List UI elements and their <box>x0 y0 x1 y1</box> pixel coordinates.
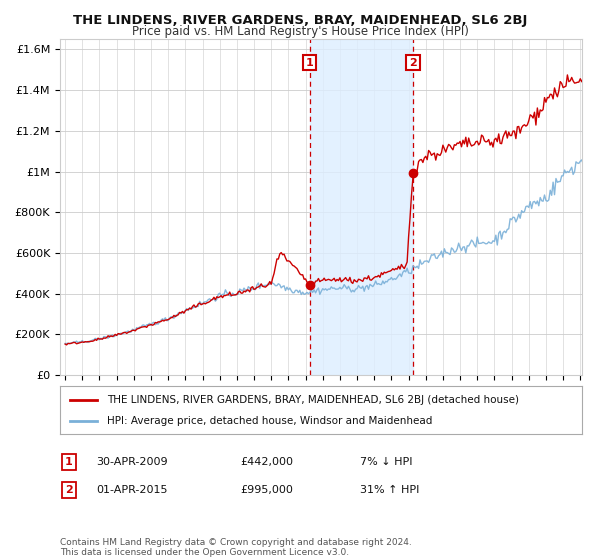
Text: Price paid vs. HM Land Registry's House Price Index (HPI): Price paid vs. HM Land Registry's House … <box>131 25 469 38</box>
Text: 31% ↑ HPI: 31% ↑ HPI <box>360 485 419 495</box>
Text: HPI: Average price, detached house, Windsor and Maidenhead: HPI: Average price, detached house, Wind… <box>107 416 433 426</box>
Text: 30-APR-2009: 30-APR-2009 <box>96 457 167 467</box>
Bar <box>310 39 413 375</box>
Text: 7% ↓ HPI: 7% ↓ HPI <box>360 457 413 467</box>
Text: THE LINDENS, RIVER GARDENS, BRAY, MAIDENHEAD, SL6 2BJ (detached house): THE LINDENS, RIVER GARDENS, BRAY, MAIDEN… <box>107 395 519 405</box>
Text: Contains HM Land Registry data © Crown copyright and database right 2024.
This d: Contains HM Land Registry data © Crown c… <box>60 538 412 557</box>
Text: 2: 2 <box>65 485 73 495</box>
Text: 1: 1 <box>306 58 314 68</box>
Text: 1: 1 <box>65 457 73 467</box>
Text: £442,000: £442,000 <box>240 457 293 467</box>
Text: 2: 2 <box>409 58 417 68</box>
Text: 01-APR-2015: 01-APR-2015 <box>96 485 167 495</box>
Text: THE LINDENS, RIVER GARDENS, BRAY, MAIDENHEAD, SL6 2BJ: THE LINDENS, RIVER GARDENS, BRAY, MAIDEN… <box>73 14 527 27</box>
Text: £995,000: £995,000 <box>240 485 293 495</box>
